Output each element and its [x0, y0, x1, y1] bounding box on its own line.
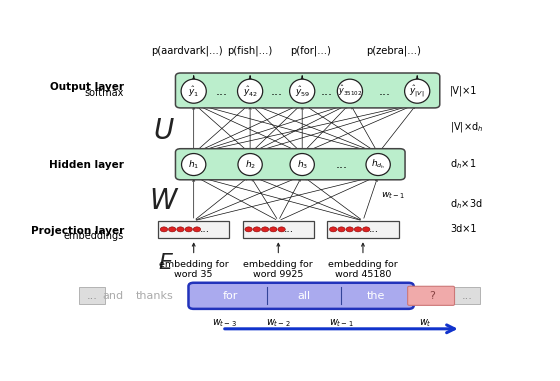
Text: E: E — [158, 253, 172, 273]
Text: $w_{t-1}$: $w_{t-1}$ — [381, 190, 405, 200]
FancyBboxPatch shape — [78, 287, 105, 304]
Text: ...: ... — [199, 224, 209, 234]
Ellipse shape — [405, 79, 430, 103]
Text: $\hat{y}_{|V|}$: $\hat{y}_{|V|}$ — [409, 83, 425, 99]
Ellipse shape — [237, 79, 263, 103]
Circle shape — [177, 227, 184, 232]
Text: $\hat{y}_{42}$: $\hat{y}_{42}$ — [242, 84, 258, 99]
Text: ...: ... — [321, 85, 333, 98]
Circle shape — [262, 227, 269, 232]
Circle shape — [278, 227, 285, 232]
Text: ...: ... — [284, 224, 294, 234]
Text: p(aardvark|...): p(aardvark|...) — [151, 45, 223, 56]
Text: embedding for
word 35: embedding for word 35 — [159, 260, 228, 279]
Ellipse shape — [181, 79, 206, 103]
Circle shape — [253, 227, 260, 232]
Ellipse shape — [366, 154, 390, 176]
Text: Projection layer: Projection layer — [31, 226, 124, 235]
Ellipse shape — [238, 154, 262, 176]
Text: $w_{t-2}$: $w_{t-2}$ — [266, 317, 291, 329]
Text: U: U — [153, 117, 174, 145]
Text: all: all — [298, 291, 311, 301]
Circle shape — [185, 227, 193, 232]
FancyBboxPatch shape — [242, 221, 314, 238]
Text: $w_{t-1}$: $w_{t-1}$ — [329, 317, 353, 329]
FancyBboxPatch shape — [175, 149, 405, 180]
Text: p(fish|...): p(fish|...) — [227, 45, 273, 56]
Text: W: W — [150, 187, 177, 215]
FancyBboxPatch shape — [175, 73, 440, 108]
Text: p(zebra|...): p(zebra|...) — [366, 45, 421, 56]
Circle shape — [329, 227, 337, 232]
Text: d$_h$×3d: d$_h$×3d — [450, 197, 483, 211]
Circle shape — [160, 227, 167, 232]
Text: ...: ... — [86, 291, 97, 301]
Text: and: and — [103, 291, 124, 301]
Text: |V|×d$_h$: |V|×d$_h$ — [450, 120, 484, 134]
Text: Hidden layer: Hidden layer — [49, 160, 124, 170]
Text: softmax: softmax — [85, 88, 124, 98]
FancyBboxPatch shape — [189, 283, 414, 309]
Circle shape — [362, 227, 370, 232]
Text: $\hat{y}_{35102}$: $\hat{y}_{35102}$ — [338, 84, 362, 98]
Text: embeddings: embeddings — [64, 231, 124, 242]
Text: 3d×1: 3d×1 — [450, 224, 477, 234]
Text: $w_t$: $w_t$ — [419, 317, 432, 329]
Text: Output layer: Output layer — [50, 82, 124, 92]
FancyBboxPatch shape — [408, 286, 455, 305]
Circle shape — [269, 227, 277, 232]
FancyBboxPatch shape — [454, 287, 480, 304]
Text: ...: ... — [216, 85, 228, 98]
Text: $w_{t-3}$: $w_{t-3}$ — [212, 317, 236, 329]
Ellipse shape — [337, 79, 362, 103]
Circle shape — [245, 227, 252, 232]
Circle shape — [193, 227, 200, 232]
Text: for: for — [223, 291, 238, 301]
Text: embedding for
word 9925: embedding for word 9925 — [244, 260, 313, 279]
Text: ?: ? — [430, 291, 435, 301]
Circle shape — [169, 227, 176, 232]
Circle shape — [346, 227, 353, 232]
Text: p(for|...): p(for|...) — [291, 45, 332, 56]
Text: thanks: thanks — [136, 291, 174, 301]
Ellipse shape — [181, 154, 206, 176]
Text: $h_2$: $h_2$ — [245, 158, 256, 171]
Text: ...: ... — [461, 291, 473, 301]
Text: $h_1$: $h_1$ — [188, 158, 199, 171]
Text: $\hat{y}_1$: $\hat{y}_1$ — [188, 84, 199, 99]
Text: the: the — [367, 291, 385, 301]
Text: $h_{d_h}$: $h_{d_h}$ — [371, 158, 385, 171]
Text: ...: ... — [270, 85, 283, 98]
FancyBboxPatch shape — [327, 221, 399, 238]
Text: ...: ... — [379, 85, 391, 98]
Circle shape — [354, 227, 362, 232]
Text: ...: ... — [368, 224, 379, 234]
Circle shape — [338, 227, 345, 232]
Text: |V|×1: |V|×1 — [450, 86, 478, 96]
Text: $\hat{y}_{59}$: $\hat{y}_{59}$ — [295, 84, 310, 99]
Ellipse shape — [290, 154, 314, 176]
Text: ...: ... — [335, 158, 347, 171]
Text: d$_h$×1: d$_h$×1 — [450, 158, 477, 171]
Text: embedding for
word 45180: embedding for word 45180 — [328, 260, 398, 279]
Text: $h_3$: $h_3$ — [297, 158, 308, 171]
Ellipse shape — [290, 79, 315, 103]
FancyBboxPatch shape — [158, 221, 230, 238]
